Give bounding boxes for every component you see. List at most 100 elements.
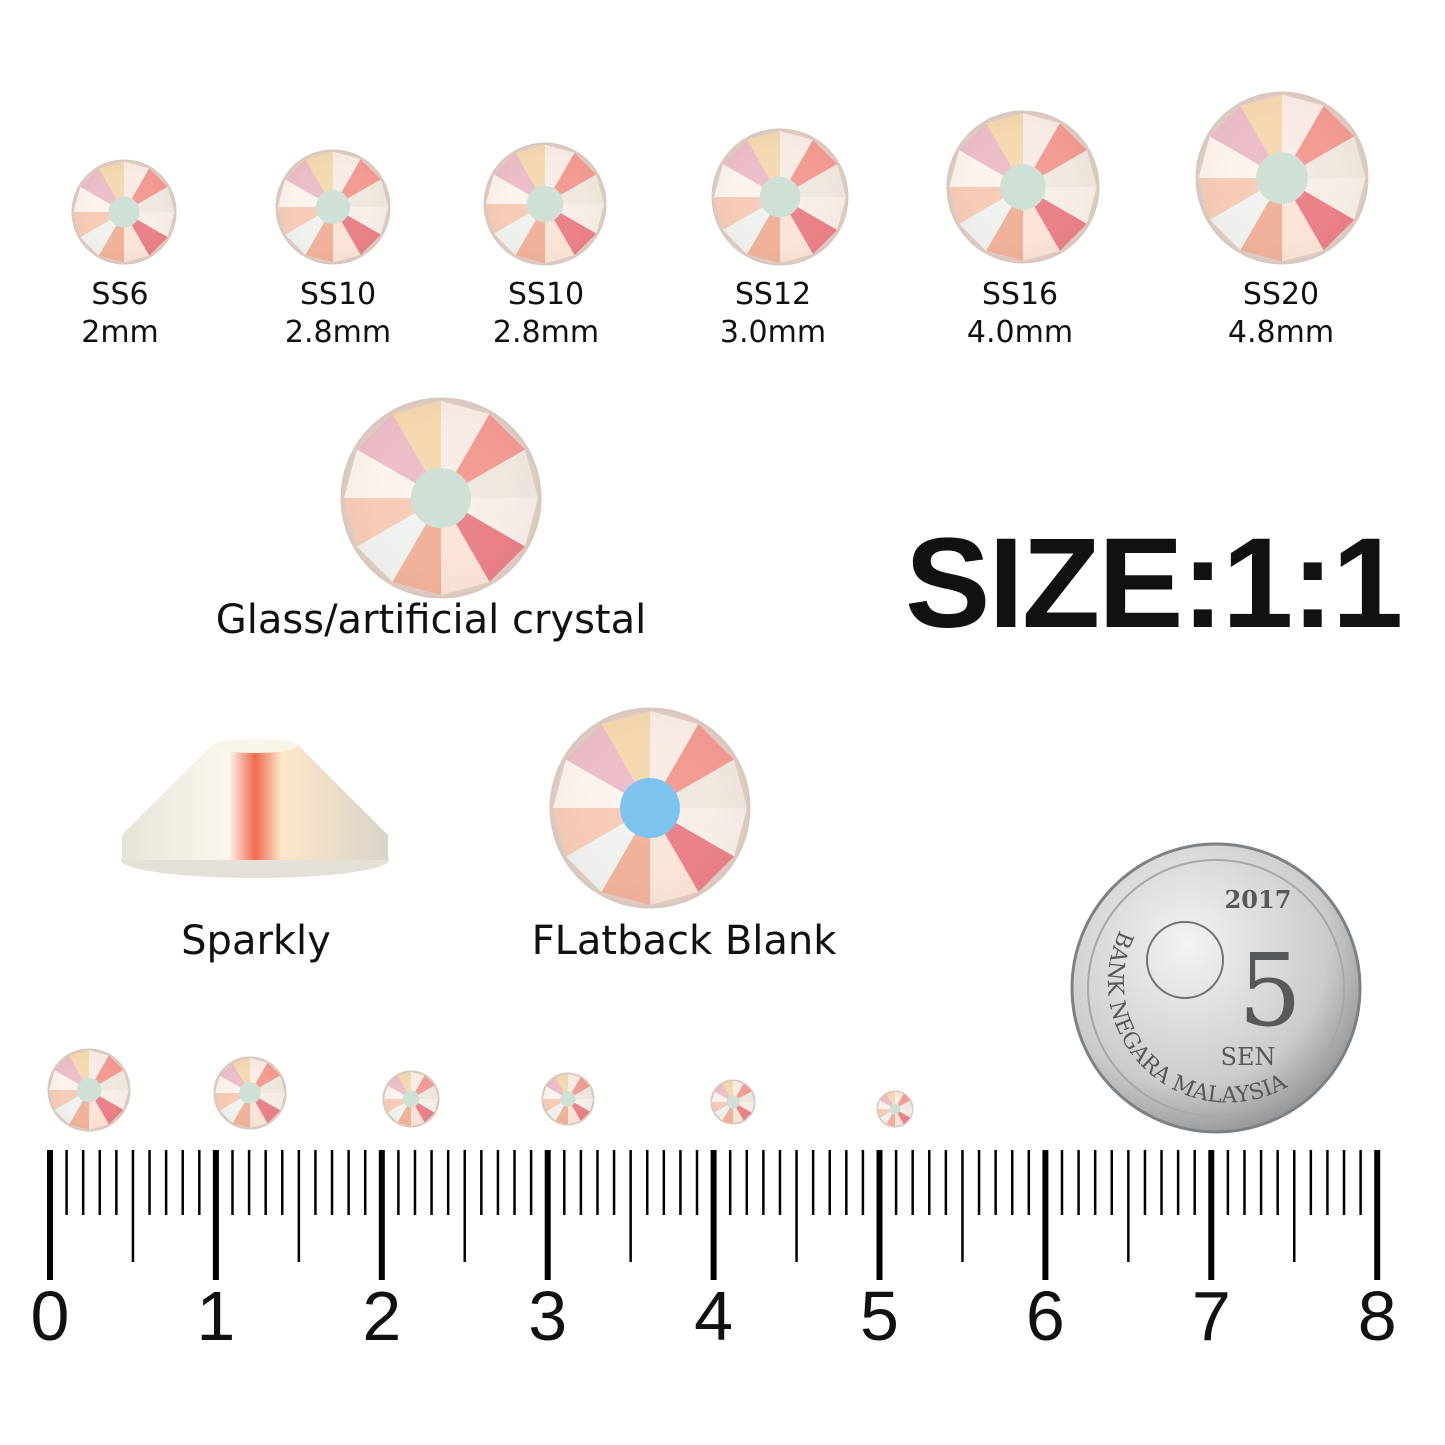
crystal-facet [568, 1105, 581, 1125]
crystal-facet [356, 413, 427, 484]
crystal-facet [333, 220, 361, 263]
crystal-facet [1198, 178, 1262, 220]
ruler: 0 1 2 3 4 5 6 7 8 [31, 1150, 1397, 1355]
crystal-facet [1023, 113, 1060, 169]
crystal-facet [542, 1086, 562, 1099]
crystal-table [76, 1077, 102, 1103]
crystal-facet [899, 1109, 913, 1118]
crystal-facet [136, 212, 175, 238]
crystal-facet [711, 1102, 728, 1113]
crystal-facet [711, 1091, 728, 1102]
crystal-facet [98, 1070, 129, 1090]
crystal-rhinestone [71, 159, 177, 265]
crystal-facet [796, 164, 846, 197]
crystal-facet [986, 113, 1023, 169]
crystal-facet [1209, 105, 1270, 166]
crystal-table [1000, 164, 1046, 210]
crystal-facet [465, 498, 538, 547]
crystal-facet [789, 206, 838, 255]
crystal-facet [886, 1091, 895, 1105]
sparkly-label: Sparkly [181, 918, 331, 964]
crystal-facet [736, 1083, 752, 1099]
crystal-rhinestone [1195, 91, 1369, 265]
ruler-label: 4 [694, 1277, 733, 1355]
ruler-label: 3 [528, 1277, 567, 1355]
crystal-rhinestone [47, 1048, 131, 1132]
crystal-facet [559, 174, 605, 204]
coin-value: 5 [1238, 932, 1302, 1049]
crystal-facet [674, 808, 747, 857]
sparkly-crystal-side-view [121, 739, 389, 878]
crystal-facet [714, 164, 764, 197]
crystal-facet [1198, 136, 1262, 178]
crystal-rhinestone [549, 707, 751, 909]
crystal-facet [258, 1093, 285, 1111]
crystal-facet [397, 1071, 411, 1093]
crystal-facet [897, 1093, 911, 1107]
crystal-facet [124, 224, 150, 263]
crystal-facet [1302, 178, 1366, 220]
crystal-table [402, 1090, 420, 1108]
crystal-facet [650, 711, 699, 784]
crystal-facet [69, 1050, 89, 1081]
size-mm: 2.8mm [284, 315, 392, 350]
size-name: SS12 [734, 277, 812, 312]
crystal-facet [411, 1071, 425, 1093]
crystal-facet [559, 204, 605, 234]
crystal-facet [553, 152, 597, 196]
crystal-rhinestone [340, 397, 542, 599]
size-label: SS6 2mm [81, 276, 159, 352]
crystal-facet [346, 207, 389, 235]
crystal-facet [736, 1105, 752, 1121]
crystal-facet [49, 1090, 80, 1110]
crystal-facet [255, 1062, 281, 1088]
crystal-facet [49, 1070, 80, 1090]
crystal-facet [546, 1077, 565, 1096]
crystal-rhinestone [711, 128, 849, 266]
crystal-facet [80, 219, 117, 256]
crystal-facet [545, 144, 575, 190]
crystal-facet [895, 1091, 904, 1105]
crystal-facet [574, 1086, 594, 1099]
crystal-facet [949, 150, 1005, 187]
crystal-rhinestone [541, 1072, 595, 1126]
crystal-facet [383, 1085, 405, 1099]
crystal-facet [441, 401, 490, 474]
crystal-facet [722, 1080, 733, 1097]
crystal-facet [392, 401, 441, 474]
size-label: SS12 3.0mm [720, 276, 826, 352]
crystal-table [889, 1103, 901, 1115]
size-mm: 4.8mm [1227, 315, 1335, 350]
crystal-facet [879, 1093, 893, 1107]
crystal-facet [387, 1075, 408, 1096]
size-mm: 4.0mm [966, 315, 1074, 350]
crystal-facet [131, 219, 168, 256]
crystal-facet [555, 1105, 568, 1125]
crystal-facet [546, 1102, 565, 1121]
crystal-facet [344, 498, 417, 547]
crystal-facet [94, 1095, 124, 1125]
crystal-facet [411, 1105, 425, 1127]
crystal-table [726, 1095, 740, 1109]
crystal-facet [565, 723, 636, 794]
crystal-facet [674, 759, 747, 808]
crystal-facet [565, 822, 636, 893]
crystal-facet [54, 1095, 84, 1125]
crystal-facet [305, 220, 333, 263]
crystal-facet [1282, 198, 1324, 262]
crystal-facet [277, 207, 320, 235]
crystal-facet [485, 174, 531, 204]
crystal-facet [250, 1101, 268, 1128]
crystal-facet [877, 1109, 891, 1118]
flatback-label: FLatback Blank [531, 918, 837, 964]
crystal-facet [1023, 205, 1060, 261]
crystal-facet [601, 832, 650, 905]
crystal-facet [232, 1058, 250, 1085]
size-name: SS10 [299, 277, 377, 312]
crystal-facet [568, 1073, 581, 1093]
crystal-facet [124, 161, 150, 200]
crystal-facet [285, 214, 326, 255]
crystal-facet [555, 1073, 568, 1093]
